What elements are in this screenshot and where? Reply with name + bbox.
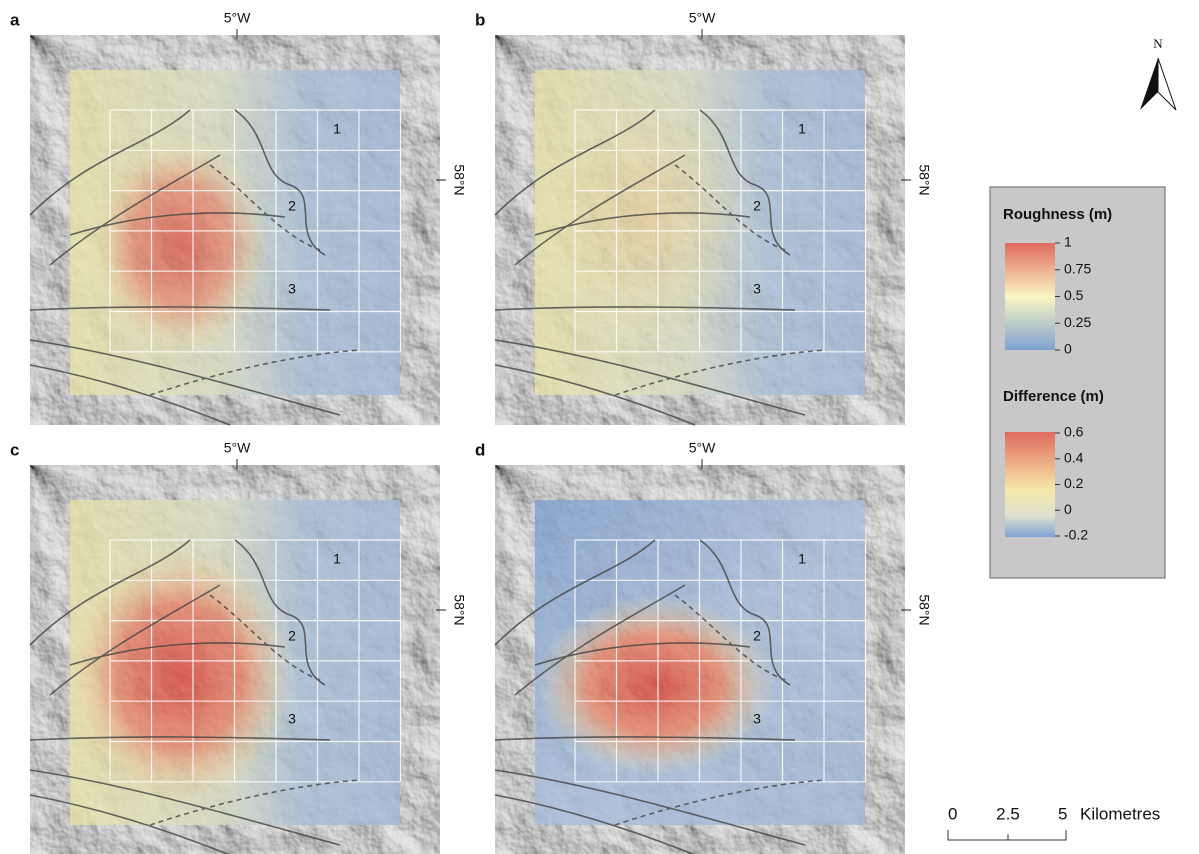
zone-label: 2 [288, 628, 296, 644]
fault-line [234, 539, 326, 686]
ramp-label: 0.4 [1064, 449, 1084, 465]
fault-line [494, 109, 656, 216]
overlay-hotspot [65, 545, 295, 805]
zone-label: 1 [333, 121, 341, 137]
zone-label: 2 [288, 198, 296, 214]
fault-line [29, 306, 331, 311]
zone-label: 1 [333, 551, 341, 567]
overlay [65, 500, 400, 825]
color-ramp [1005, 432, 1055, 537]
ramp-label: 0.2 [1064, 475, 1084, 491]
lon-label: 5°W [224, 440, 251, 456]
fault-line-dashed [149, 164, 361, 396]
ramp-label: 0.25 [1064, 314, 1091, 330]
overlay-hotspot [90, 135, 270, 355]
zone-label: 3 [288, 711, 296, 727]
lon-label: 5°W [224, 10, 251, 26]
zone-label: 1 [798, 121, 806, 137]
fault-line [29, 109, 191, 216]
fault-line [29, 736, 331, 741]
lat-label: 58°N [916, 164, 932, 195]
fault-line [69, 642, 286, 666]
panel-label: d [475, 440, 485, 459]
map-panel: c 5°W 58°N 1 2 3 [10, 440, 467, 854]
north-arrow: N [1140, 36, 1177, 111]
lat-label: 58°N [451, 164, 467, 195]
map-panel: d 5°W 58°N 1 2 3 [475, 440, 932, 854]
lon-label: 5°W [689, 440, 716, 456]
fault-line [494, 306, 796, 311]
fault-line [69, 212, 286, 236]
grid [109, 539, 402, 783]
fault-line [534, 642, 751, 666]
ramp-label: 1 [1064, 234, 1072, 250]
legend-title: Roughness (m) [1003, 206, 1112, 223]
faults [29, 539, 361, 854]
fault-line [699, 539, 791, 686]
zone-label: 3 [753, 281, 761, 297]
fault-line [699, 109, 791, 256]
fault-line-dashed [614, 594, 826, 826]
lat-label: 58°N [916, 594, 932, 625]
fault-line [494, 794, 695, 854]
faults [494, 109, 826, 426]
scale-label: 2.5 [996, 804, 1020, 823]
fault-line [494, 364, 696, 426]
panel-label: c [10, 440, 19, 459]
zone-label: 2 [753, 628, 761, 644]
fault-line-dashed [614, 164, 826, 396]
zone-label: 2 [753, 198, 761, 214]
map-panel: a 5°W 58°N 1 2 3 [10, 10, 467, 426]
faults [494, 539, 826, 854]
legend: Roughness (m) Difference (m) 1 0.75 0.5 0.2… [989, 186, 1166, 579]
fault-line [494, 736, 796, 741]
fault-line-dashed [149, 594, 361, 826]
map-panel: b 5°W 58°N 1 2 3 [475, 10, 932, 426]
ramp-label: 0 [1064, 341, 1072, 357]
fault-line [29, 364, 231, 426]
fault-line [494, 339, 806, 416]
ramp-label: 0.6 [1064, 424, 1084, 440]
ramp-label: 0 [1064, 501, 1072, 517]
fault-line [49, 584, 221, 696]
faults [29, 109, 361, 426]
fault-line [29, 539, 191, 646]
ramp-label: 0.75 [1064, 260, 1091, 276]
arrow-right [1157, 57, 1177, 111]
grid [109, 109, 402, 353]
scale-unit: Kilometres [1080, 804, 1160, 823]
fault-line [494, 539, 656, 646]
fault-line [514, 154, 686, 266]
ramp-label: -0.2 [1064, 527, 1088, 543]
fault-line [29, 769, 341, 846]
fault-line [534, 212, 751, 236]
ramp-label: 0.5 [1064, 287, 1084, 303]
north-label: N [1153, 36, 1163, 51]
scale-line [947, 830, 1067, 841]
lat-label: 58°N [451, 594, 467, 625]
legend-title: Difference (m) [1003, 388, 1104, 405]
zone-label: 3 [753, 711, 761, 727]
fault-line [49, 154, 221, 266]
scale-label: 0 [948, 804, 957, 823]
fault-line [514, 584, 686, 696]
fault-line [29, 794, 230, 854]
panel-label: b [475, 10, 485, 29]
panel-label: a [10, 10, 20, 29]
fault-line [494, 769, 806, 846]
overlay-hotspot [535, 595, 775, 775]
grid [574, 539, 867, 783]
fault-line [29, 339, 341, 416]
scale-label: 5 [1058, 804, 1067, 823]
zone-label: 1 [798, 551, 806, 567]
scale-bar: 0 2.5 5 Kilometres [947, 804, 1160, 841]
arrow-left [1140, 58, 1158, 110]
lon-label: 5°W [689, 10, 716, 26]
color-ramp [1005, 243, 1055, 350]
zone-label: 3 [288, 281, 296, 297]
fault-line [234, 109, 326, 256]
